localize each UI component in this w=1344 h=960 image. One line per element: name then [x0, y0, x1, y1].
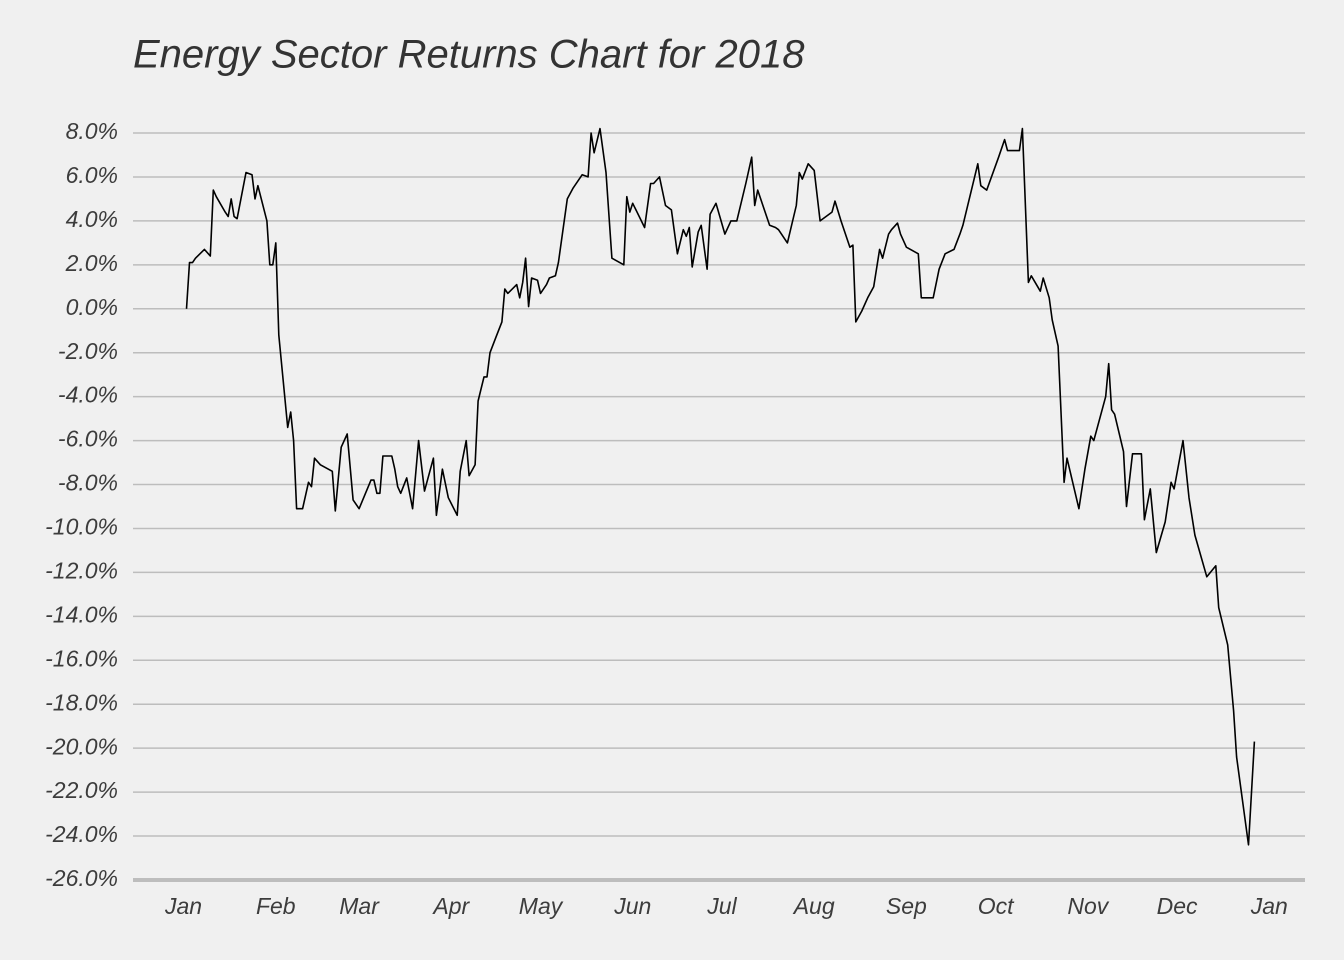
x-tick-label: Mar	[339, 893, 380, 919]
y-tick-label: -16.0%	[45, 645, 118, 671]
y-tick-label: 0.0%	[66, 294, 118, 320]
x-tick-label: May	[519, 893, 564, 919]
y-tick-label: -22.0%	[45, 777, 118, 803]
x-tick-label: Feb	[256, 893, 296, 919]
x-tick-label: Jan	[1250, 893, 1288, 919]
x-tick-label: Nov	[1067, 893, 1109, 919]
y-tick-label: 6.0%	[66, 162, 118, 188]
y-tick-label: -10.0%	[45, 514, 118, 540]
x-tick-label: Jul	[706, 893, 737, 919]
y-tick-label: -2.0%	[58, 338, 118, 364]
y-tick-label: -8.0%	[58, 470, 118, 496]
y-tick-label: -26.0%	[45, 865, 118, 891]
y-tick-label: -14.0%	[45, 601, 118, 627]
y-tick-label: -20.0%	[45, 733, 118, 759]
y-tick-label: 2.0%	[65, 250, 118, 276]
y-tick-label: -24.0%	[45, 821, 118, 847]
y-tick-label: -12.0%	[45, 557, 118, 583]
line	[185, 127, 1256, 846]
y-tick-label: -6.0%	[58, 426, 118, 452]
y-tick-label: -18.0%	[45, 689, 118, 715]
chart-title: Energy Sector Returns Chart for 2018	[133, 33, 805, 77]
x-tick-label: Oct	[978, 893, 1015, 919]
x-tick-label: Jan	[164, 893, 202, 919]
x-tick-label: Aug	[792, 893, 835, 919]
x-tick-label: Dec	[1157, 893, 1198, 919]
x-tick-label: Sep	[886, 893, 927, 919]
x-tick-label: Apr	[431, 893, 470, 919]
y-tick-label: 8.0%	[66, 118, 118, 144]
y-tick-label: 4.0%	[66, 206, 118, 232]
y-tick-label: -4.0%	[58, 382, 118, 408]
x-tick-label: Jun	[613, 893, 651, 919]
